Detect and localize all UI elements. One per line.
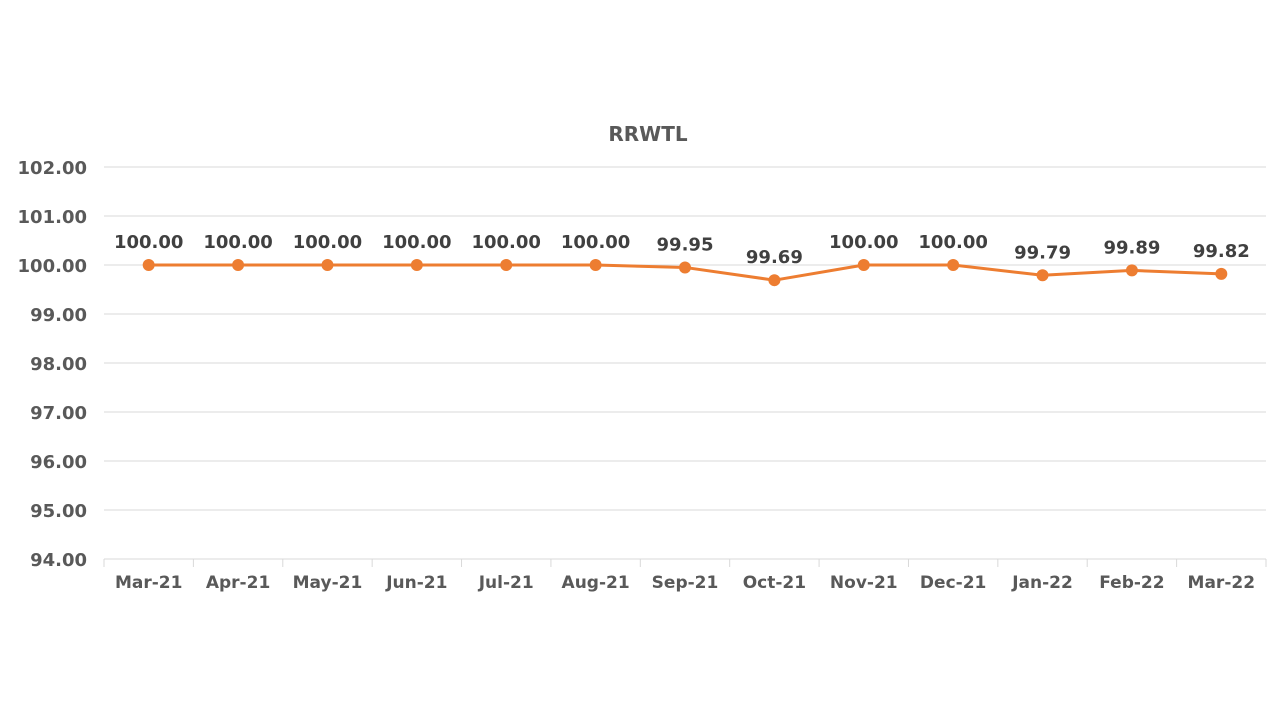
y-tick-label: 102.00 [18, 158, 87, 179]
data-point [947, 259, 960, 271]
y-tick-label: 99.00 [30, 305, 87, 326]
y-tick-label: 101.00 [18, 207, 87, 228]
y-tick-label: 100.00 [18, 256, 87, 277]
y-tick-label: 95.00 [30, 501, 87, 522]
data-label: 99.82 [1193, 241, 1250, 262]
y-tick-label: 97.00 [30, 403, 87, 424]
data-point [321, 259, 334, 271]
x-tick-label: May-21 [293, 573, 363, 593]
data-label: 100.00 [203, 232, 272, 253]
data-label: 99.95 [657, 234, 714, 255]
data-point [1215, 267, 1228, 280]
data-label: 99.79 [1014, 242, 1071, 263]
x-tick-label: Aug-21 [562, 573, 630, 593]
gridlines [104, 166, 1266, 511]
x-tick-label: Sep-21 [652, 573, 719, 593]
x-axis: Mar-21 Apr-21 May-21 Jun-21 Jul-21 Aug-21 Sep-… [103, 558, 1267, 593]
data-label: 100.00 [829, 232, 898, 253]
data-label: 100.00 [561, 232, 630, 253]
x-tick-label: Apr-21 [206, 573, 270, 593]
data-label: 99.89 [1103, 237, 1160, 258]
y-tick-label: 96.00 [30, 452, 87, 473]
data-label: 100.00 [114, 232, 183, 253]
x-tick-label: Nov-21 [830, 573, 898, 593]
x-tick-label: Jun-21 [385, 573, 447, 593]
data-point [500, 259, 513, 271]
x-tick-label: Mar-22 [1188, 573, 1256, 593]
data-points [142, 259, 1228, 287]
x-tick-label: Jan-22 [1011, 573, 1073, 593]
data-point [768, 274, 781, 287]
data-label: 100.00 [471, 232, 540, 253]
data-label: 100.00 [918, 232, 987, 253]
data-label: 100.00 [382, 232, 451, 253]
x-tick-label: Oct-21 [743, 573, 806, 593]
y-tick-label: 98.00 [30, 354, 87, 375]
data-point [410, 259, 423, 271]
data-point [679, 261, 691, 274]
data-point [589, 259, 602, 271]
data-label: 99.69 [746, 247, 803, 268]
data-label: 100.00 [293, 232, 362, 253]
data-point [1125, 264, 1138, 277]
chart-title: RRWTL [608, 122, 688, 146]
data-point [232, 259, 245, 271]
y-axis: 94.00 95.00 96.00 97.00 98.00 99.00 100.00 101.… [18, 158, 87, 571]
x-tick-label: Dec-21 [920, 573, 986, 593]
x-tick-label: Mar-21 [115, 573, 183, 593]
data-point [142, 259, 155, 271]
y-tick-label: 94.00 [30, 550, 87, 571]
x-tick-label: Feb-22 [1099, 573, 1164, 593]
data-point [1036, 269, 1049, 282]
x-tick-label: Jul-21 [478, 573, 534, 593]
data-point [857, 259, 870, 271]
data-labels: 100.00 100.00 100.00 100.00 100.00 100.00 99.9… [114, 232, 1250, 268]
